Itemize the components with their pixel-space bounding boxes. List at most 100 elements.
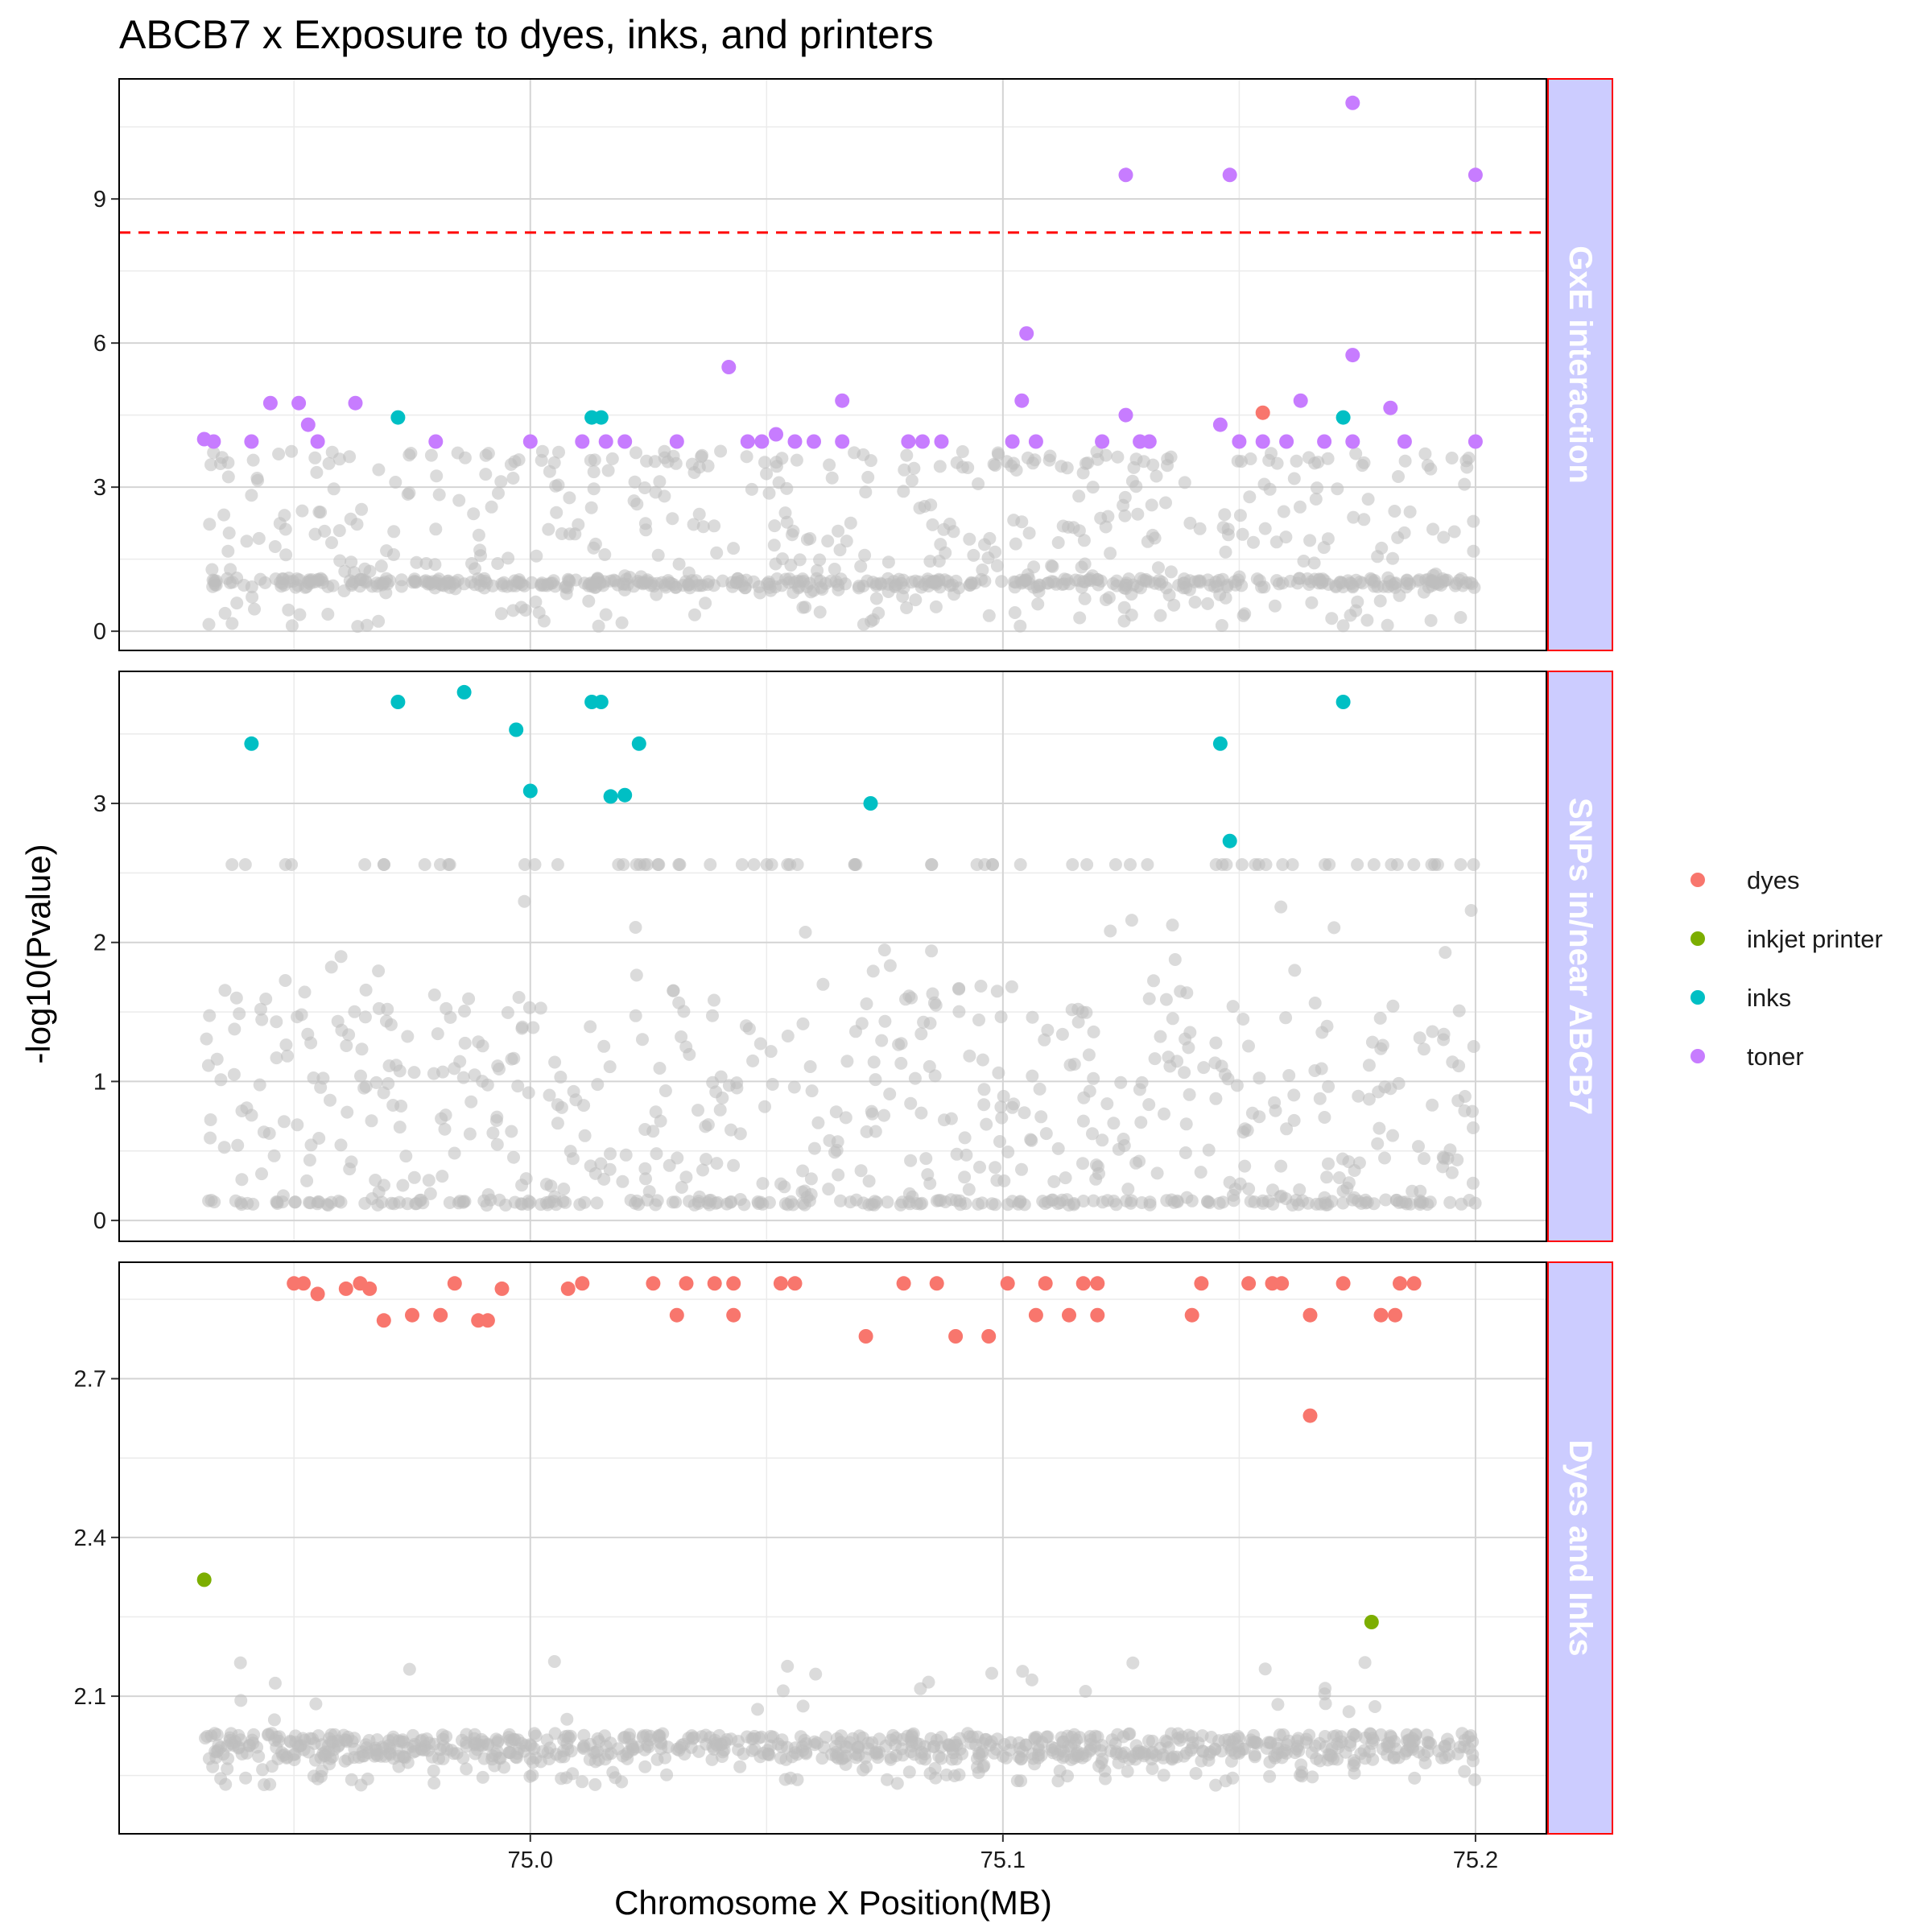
background-point	[982, 609, 996, 622]
background-point	[392, 1760, 406, 1773]
y-tick-label: 0	[93, 619, 106, 645]
background-point	[976, 564, 989, 576]
background-point	[1114, 1075, 1128, 1089]
background-point	[1164, 450, 1178, 464]
background-point	[1414, 1198, 1426, 1211]
background-point	[1414, 1184, 1427, 1198]
background-point	[1236, 1013, 1250, 1026]
point-dyes	[362, 1281, 378, 1296]
background-point	[943, 1739, 956, 1752]
background-point	[325, 536, 338, 550]
background-point	[980, 1117, 993, 1131]
background-point	[1288, 964, 1302, 977]
background-point	[1152, 561, 1165, 575]
point-toner	[835, 434, 850, 449]
background-point	[669, 580, 683, 594]
background-point	[559, 1195, 572, 1209]
background-point	[327, 482, 341, 496]
background-point	[534, 1001, 547, 1015]
background-point	[937, 522, 951, 536]
background-point	[1287, 472, 1301, 485]
background-point	[382, 1734, 396, 1748]
background-point	[591, 1078, 605, 1092]
background-point	[452, 1196, 465, 1210]
background-point	[776, 552, 789, 566]
point-dyes	[669, 1307, 684, 1323]
background-point	[532, 605, 546, 619]
background-point	[1142, 1098, 1156, 1112]
background-point	[1077, 1091, 1091, 1104]
background-point	[255, 1167, 268, 1181]
background-point	[652, 1730, 666, 1744]
background-point	[1467, 514, 1480, 528]
series-toner	[196, 95, 1483, 449]
background-point	[1095, 1739, 1108, 1752]
point-toner	[428, 434, 444, 449]
background-point	[1150, 469, 1163, 483]
point-dyes	[480, 1313, 495, 1328]
background-point	[628, 475, 642, 489]
point-dyes	[575, 1276, 590, 1291]
background-point	[1381, 618, 1394, 632]
background-point	[1346, 1193, 1359, 1207]
background-point	[474, 549, 487, 563]
background-point	[308, 451, 322, 464]
background-point	[324, 960, 338, 974]
point-dyes	[1000, 1276, 1015, 1291]
background-point	[548, 1055, 562, 1069]
background-point	[967, 548, 980, 562]
background-point	[1063, 1059, 1077, 1071]
background-point	[1218, 508, 1232, 522]
background-point	[762, 1748, 776, 1762]
background-point	[337, 584, 351, 597]
background-point	[766, 1730, 780, 1744]
background-point	[958, 1170, 972, 1184]
background-point	[494, 475, 508, 489]
point-toner	[300, 417, 316, 432]
point-toner	[1279, 434, 1294, 449]
background-point	[1271, 1698, 1285, 1711]
background-point	[235, 1173, 249, 1187]
background-point	[354, 1069, 367, 1083]
background-point	[285, 444, 299, 458]
background-point	[1014, 1752, 1028, 1766]
background-point	[526, 1769, 539, 1782]
background-point	[1186, 1741, 1199, 1755]
background-point	[1194, 1166, 1208, 1179]
background-point	[467, 507, 481, 521]
point-toner	[669, 434, 684, 449]
background-point	[1403, 505, 1417, 518]
background-point	[796, 1017, 810, 1030]
facet-strip	[1547, 78, 1613, 651]
background-point	[1026, 1069, 1039, 1083]
background-point	[458, 1036, 472, 1050]
background-point	[1179, 1032, 1192, 1046]
background-point	[204, 1194, 218, 1207]
background-point	[956, 445, 969, 458]
point-inks	[522, 783, 538, 799]
background-point	[1125, 914, 1138, 927]
x-axis: 75.0 75.1 75.2	[508, 1834, 1498, 1873]
background-point	[530, 549, 543, 563]
background-point	[207, 446, 221, 460]
background-point	[641, 573, 654, 587]
background-point	[285, 619, 299, 633]
background-point	[706, 1009, 719, 1022]
background-point	[1159, 496, 1172, 510]
background-point	[1028, 1732, 1042, 1746]
background-point	[834, 572, 848, 586]
background-point	[848, 858, 861, 871]
background-point	[709, 1085, 723, 1099]
background-point	[747, 858, 761, 871]
facet-panel: 0 1 2 3 SNPs in/near ABCB7	[93, 671, 1613, 1242]
background-point	[787, 1080, 801, 1094]
background-point	[312, 1132, 326, 1145]
background-point	[426, 1750, 439, 1764]
background-point	[793, 553, 807, 567]
background-point	[255, 1013, 269, 1026]
background-point	[1201, 597, 1215, 610]
background-point	[1071, 1015, 1085, 1029]
background-point	[1148, 531, 1162, 545]
background-point	[1034, 1110, 1048, 1124]
background-point	[1025, 1133, 1038, 1147]
